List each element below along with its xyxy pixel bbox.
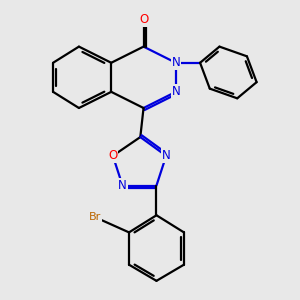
Text: N: N [172,56,180,69]
Text: O: O [139,13,148,26]
Text: N: N [162,149,170,162]
Text: N: N [172,85,180,98]
Text: O: O [108,149,118,162]
Text: Br: Br [89,212,101,222]
Text: N: N [118,179,127,192]
